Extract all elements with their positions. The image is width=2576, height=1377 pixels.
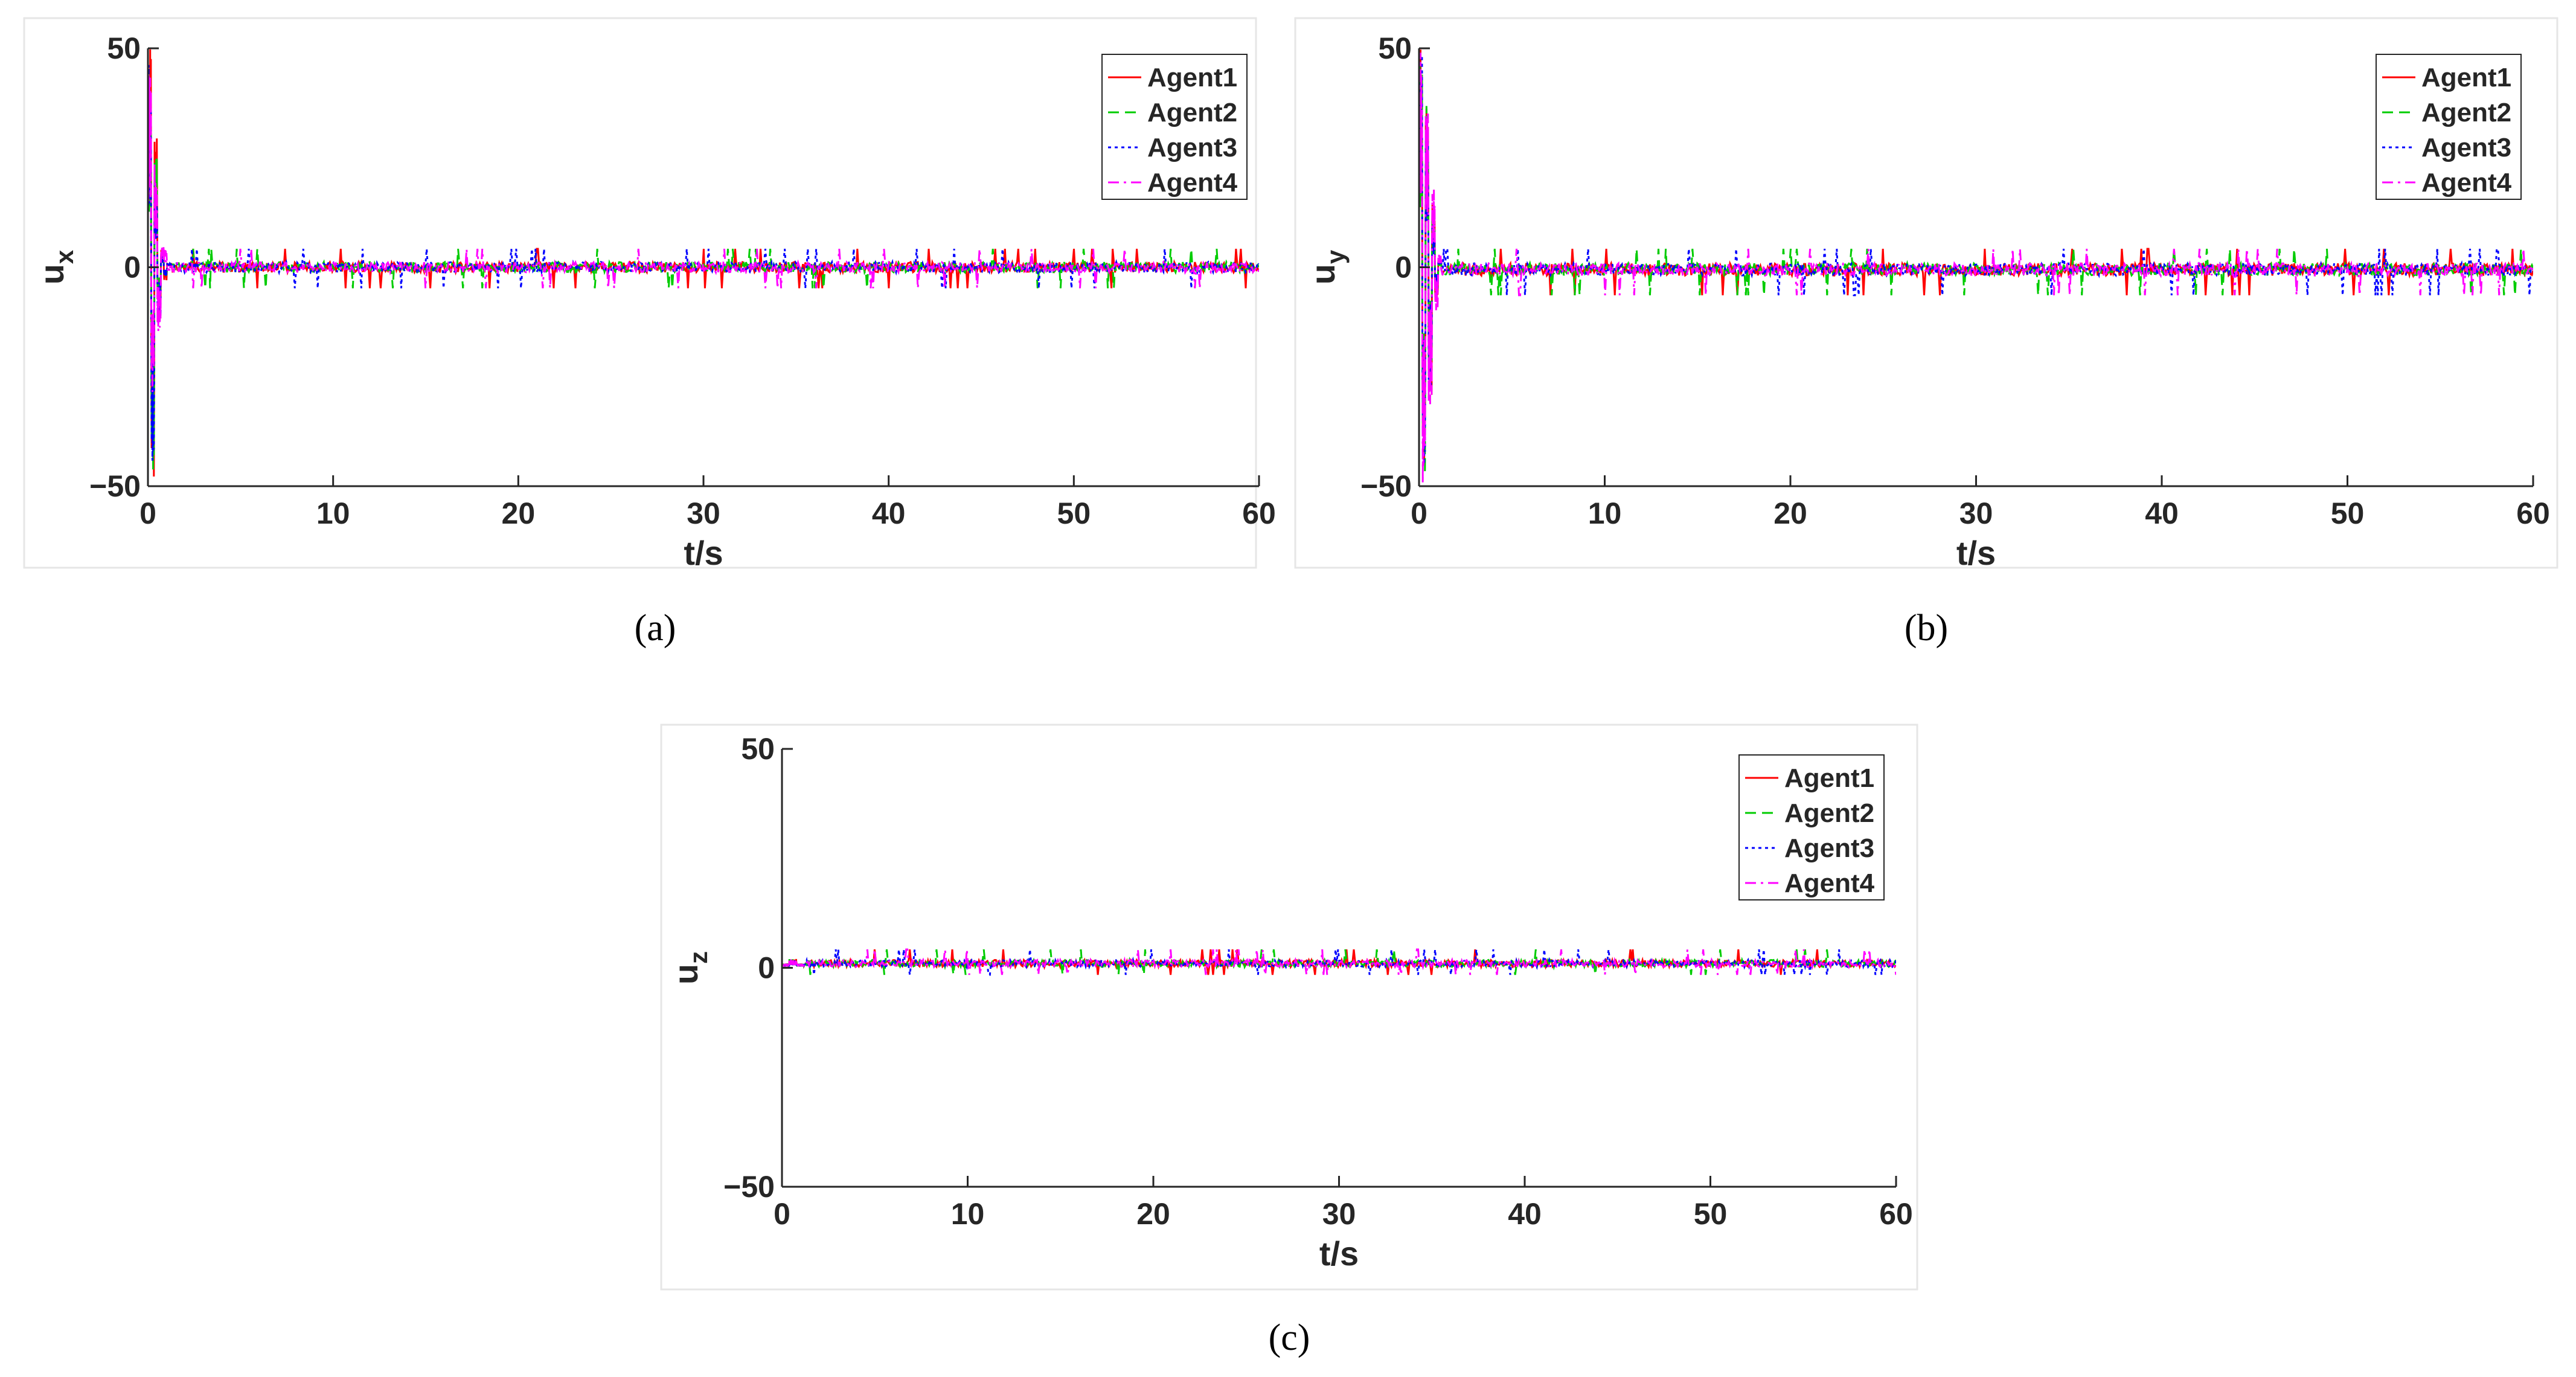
y-tick-label: −50	[89, 469, 141, 503]
y-tick-label: 50	[741, 732, 775, 766]
y-tick-label: 50	[107, 31, 141, 65]
chart-panel-c: 0 10 20 30 40 50 60−50050t/suzAgent1Agent2Agen…	[660, 724, 1918, 1358]
legend: Agent1 Agent2 Agent3 Agent4	[1101, 54, 1248, 200]
legend: Agent1 Agent2 Agent3 Agent4	[1738, 754, 1885, 900]
legend-label-agent2: Agent2	[1784, 798, 1874, 828]
legend-label-agent4: Agent4	[1784, 868, 1875, 898]
y-tick-label: 50	[1378, 31, 1412, 65]
x-tick-label: 60	[2516, 496, 2550, 530]
series-lines	[782, 948, 1896, 976]
series-line-agent4	[782, 948, 1896, 975]
series-lines	[148, 49, 1259, 477]
legend-label-agent3: Agent3	[1784, 833, 1874, 863]
y-axis-label: uy	[1304, 249, 1350, 284]
series-lines	[1419, 50, 2533, 484]
x-tick-label: 60	[1879, 1197, 1913, 1231]
y-axis-label: ux	[33, 249, 78, 284]
legend: Agent1 Agent2 Agent3 Agent4	[2376, 54, 2522, 200]
legend-label-agent2: Agent2	[1147, 98, 1237, 127]
panel-frame	[660, 724, 1918, 1291]
panel-frame	[23, 17, 1257, 569]
x-tick-label: 0	[774, 1197, 790, 1231]
chart-panel-b: 0 10 20 30 40 50 60−50050t/suyAgent1Agent2Agen…	[1294, 17, 2558, 649]
legend-label-agent2: Agent2	[2421, 98, 2511, 127]
x-tick-label: 50	[1057, 496, 1091, 530]
legend-label-agent3: Agent3	[2421, 133, 2511, 162]
legend-box	[2376, 54, 2522, 200]
x-tick-label: 50	[1694, 1197, 1728, 1231]
legend-label-agent4: Agent4	[1147, 168, 1238, 197]
series-line-agent3	[148, 65, 1259, 461]
legend-label-agent1: Agent1	[2421, 63, 2511, 92]
legend-label-agent1: Agent1	[1147, 63, 1237, 92]
chart-panels: 0 10 20 30 40 50 60−50050t/suxAgent1Agent2Agen…	[23, 17, 2558, 1358]
x-tick-label: 20	[1773, 496, 1807, 530]
panel-caption: (b)	[1905, 608, 1948, 649]
x-axis-label: t/s	[1956, 534, 1996, 572]
panel-caption: (a)	[635, 608, 676, 649]
y-tick-label: −50	[1360, 469, 1412, 503]
x-tick-label: 0	[1411, 496, 1427, 530]
series-line-agent3	[1419, 55, 2533, 464]
panel-caption: (c)	[1269, 1317, 1310, 1358]
x-tick-label: 30	[1959, 496, 1993, 530]
x-tick-label: 50	[2331, 496, 2365, 530]
x-tick-label: 40	[1508, 1197, 1542, 1231]
x-axis-label: t/s	[1319, 1234, 1359, 1273]
x-tick-label: 10	[1588, 496, 1622, 530]
legend-label-agent4: Agent4	[2421, 168, 2512, 197]
series-line-agent4	[1419, 53, 2533, 484]
legend-box	[1738, 754, 1885, 900]
chart-panel-a: 0 10 20 30 40 50 60−50050t/suxAgent1Agent2Agen…	[23, 17, 1276, 649]
x-tick-label: 20	[502, 496, 536, 530]
x-axis-label: t/s	[684, 534, 723, 572]
y-tick-label: 0	[124, 251, 141, 284]
legend-label-agent1: Agent1	[1784, 763, 1874, 793]
x-tick-label: 30	[687, 496, 720, 530]
x-tick-label: 0	[139, 496, 156, 530]
x-tick-label: 10	[316, 496, 350, 530]
legend-label-agent3: Agent3	[1147, 133, 1237, 162]
series-line-agent4	[148, 66, 1259, 392]
y-tick-label: 0	[758, 951, 775, 985]
legend-box	[1101, 54, 1248, 200]
x-tick-label: 20	[1136, 1197, 1170, 1231]
x-tick-label: 40	[2145, 496, 2179, 530]
y-tick-label: −50	[723, 1170, 775, 1204]
y-axis-label: uz	[667, 951, 713, 984]
x-tick-label: 40	[872, 496, 906, 530]
x-tick-label: 60	[1242, 496, 1276, 530]
x-tick-label: 10	[951, 1197, 985, 1231]
y-tick-label: 0	[1395, 251, 1412, 284]
x-tick-label: 30	[1322, 1197, 1356, 1231]
